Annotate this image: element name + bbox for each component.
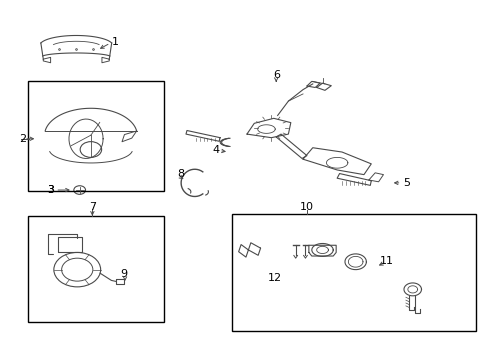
Text: 9: 9 — [120, 269, 127, 279]
Text: 12: 12 — [267, 273, 282, 283]
Bar — [27, 216, 163, 321]
Bar — [232, 214, 475, 330]
Text: 1: 1 — [112, 37, 119, 47]
Bar — [27, 81, 163, 191]
Text: 7: 7 — [89, 202, 96, 212]
Text: 10: 10 — [299, 202, 313, 212]
Text: 8: 8 — [177, 168, 184, 179]
Text: 5: 5 — [402, 178, 409, 188]
Text: 4: 4 — [212, 144, 220, 154]
Text: 2: 2 — [19, 134, 26, 144]
Text: 3: 3 — [47, 185, 54, 195]
Text: 11: 11 — [379, 256, 393, 266]
Text: 3: 3 — [47, 185, 54, 195]
Text: 6: 6 — [272, 70, 279, 80]
